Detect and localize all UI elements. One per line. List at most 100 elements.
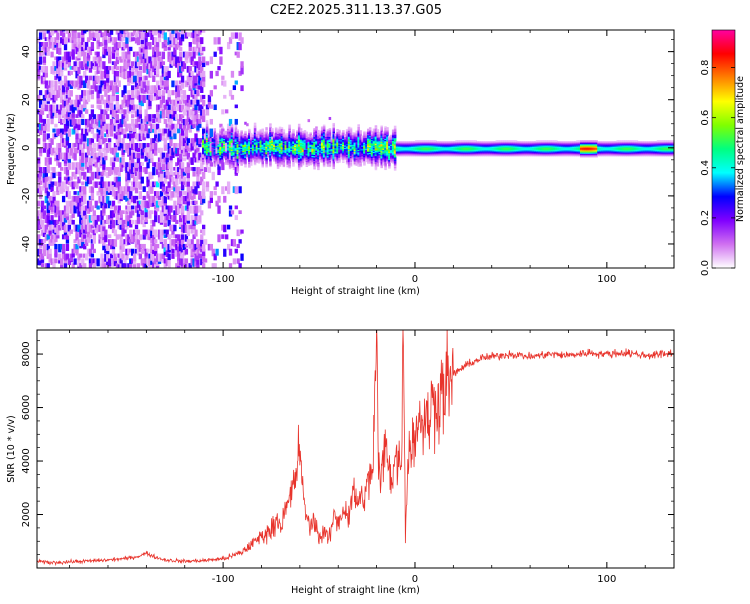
spectrogram-cell bbox=[192, 46, 196, 52]
spectrogram-cell bbox=[61, 210, 66, 215]
spectrogram-cell bbox=[230, 166, 234, 168]
spectrogram-cell bbox=[238, 134, 241, 137]
spectrogram-cell bbox=[44, 176, 48, 182]
spectrogram-cell bbox=[50, 30, 54, 36]
spectrogram-cell bbox=[345, 155, 349, 158]
spectrogram-cell bbox=[169, 171, 173, 179]
spectrogram-cell bbox=[284, 152, 288, 155]
spectrogram-cell bbox=[309, 139, 312, 142]
spectrogram-cell bbox=[171, 109, 175, 115]
spectrogram-cell bbox=[290, 156, 293, 159]
spectrogram-cell bbox=[263, 155, 266, 158]
spectrogram-cell bbox=[244, 139, 247, 142]
spectrogram-cell bbox=[42, 248, 47, 257]
spectrogram-cell bbox=[303, 132, 307, 135]
spectrogram-cell bbox=[340, 153, 343, 155]
spectrogram-cell bbox=[180, 114, 185, 119]
spectrogram-cell bbox=[232, 168, 236, 171]
spectrogram-cell bbox=[240, 132, 243, 135]
spectrogram-cell bbox=[148, 70, 152, 78]
spectrogram-cell bbox=[343, 155, 347, 158]
spectrogram-cell bbox=[180, 142, 185, 150]
spectrogram-cell bbox=[286, 143, 289, 146]
spectrogram-cell bbox=[84, 142, 89, 149]
spectrogram-cell bbox=[58, 61, 62, 67]
spectrogram-cell bbox=[131, 186, 135, 192]
spectrogram-cell bbox=[69, 205, 73, 214]
spectrogram-cell bbox=[236, 243, 240, 249]
spectrogram-cell bbox=[253, 158, 257, 161]
spectrogram-cell bbox=[351, 146, 355, 149]
spectrogram-cell bbox=[196, 181, 200, 189]
spectrogram-cell bbox=[142, 56, 146, 63]
spectrogram-cell bbox=[154, 258, 158, 265]
spectrogram-cell bbox=[225, 153, 228, 156]
spectrogram-cell bbox=[83, 70, 87, 78]
spectrogram-cell bbox=[326, 154, 330, 156]
spectrogram-cell bbox=[146, 258, 150, 266]
spectrogram-cell bbox=[315, 137, 318, 139]
spectrogram-cell bbox=[83, 56, 87, 65]
spectrogram-cell bbox=[161, 210, 166, 216]
spectrogram-cell bbox=[351, 138, 355, 141]
spectrogram-cell bbox=[123, 142, 127, 151]
spectrogram-cell bbox=[79, 104, 83, 111]
spectrogram-cell bbox=[207, 154, 211, 157]
spectrogram-cell bbox=[165, 152, 169, 158]
spectrogram-cell bbox=[345, 131, 349, 135]
spectrogram-cell bbox=[50, 200, 54, 207]
spectrogram-cell bbox=[305, 161, 309, 164]
spectrogram-cell bbox=[178, 142, 183, 150]
spectrogram-cell bbox=[357, 148, 360, 151]
spectrogram-cell bbox=[140, 248, 144, 255]
spectrogram-cell bbox=[119, 123, 123, 132]
spectrogram-cell bbox=[184, 224, 189, 233]
spectrogram-cell bbox=[77, 109, 81, 116]
spectrogram-cell bbox=[230, 126, 234, 129]
spectrogram-cell bbox=[44, 186, 48, 194]
spectrogram-cell bbox=[238, 158, 241, 161]
spectrogram-cell bbox=[244, 165, 247, 168]
spectrogram-cell bbox=[286, 152, 289, 155]
spectrogram-cell bbox=[79, 191, 83, 198]
spectrogram-cell bbox=[336, 142, 339, 144]
spectrogram-cell bbox=[267, 144, 270, 147]
spectrogram-cell bbox=[336, 143, 339, 146]
spectrogram-cell bbox=[203, 133, 208, 139]
spectrogram-cell bbox=[309, 140, 312, 143]
spectrogram-cell bbox=[56, 234, 60, 239]
spectrogram-cell bbox=[353, 142, 357, 144]
spectrogram-cell bbox=[336, 149, 339, 152]
spectrogram-cell bbox=[205, 139, 209, 141]
spectrogram-cell bbox=[46, 94, 50, 102]
spectrogram-cell bbox=[355, 134, 359, 136]
spectrogram-cell bbox=[288, 164, 291, 166]
spectrogram-cell bbox=[84, 61, 89, 70]
spectrogram-cell bbox=[58, 109, 62, 115]
spectrogram-cell bbox=[98, 186, 102, 193]
spectrogram-cell bbox=[226, 146, 230, 149]
spectrogram-cell bbox=[320, 155, 324, 157]
spectrogram-cell bbox=[131, 195, 135, 203]
spectrogram-cell bbox=[257, 148, 261, 151]
spectrogram-cell bbox=[223, 144, 226, 147]
spectrogram-cell bbox=[167, 51, 171, 60]
spectrogram-cell bbox=[338, 146, 341, 149]
spectrogram-cell bbox=[301, 157, 305, 160]
spectrogram-cell bbox=[288, 157, 291, 159]
spectrogram-cell bbox=[240, 140, 243, 142]
spectrogram-cell bbox=[115, 219, 119, 226]
spectrogram-cell bbox=[274, 138, 278, 141]
spectrogram-cell bbox=[269, 142, 272, 145]
spectrogram-cell bbox=[223, 136, 226, 138]
spectrogram-cell bbox=[198, 253, 202, 259]
spectrogram-cell bbox=[154, 70, 158, 76]
spectrogram-cell bbox=[236, 158, 240, 160]
spectrogram-cell bbox=[307, 137, 311, 140]
spectrogram-cell bbox=[194, 61, 198, 66]
spectrogram-cell bbox=[182, 219, 187, 225]
spectrogram-cell bbox=[343, 145, 347, 147]
spectrogram-cell bbox=[65, 186, 70, 192]
spectrogram-cell bbox=[155, 200, 160, 208]
spectrogram-cell bbox=[107, 138, 112, 143]
